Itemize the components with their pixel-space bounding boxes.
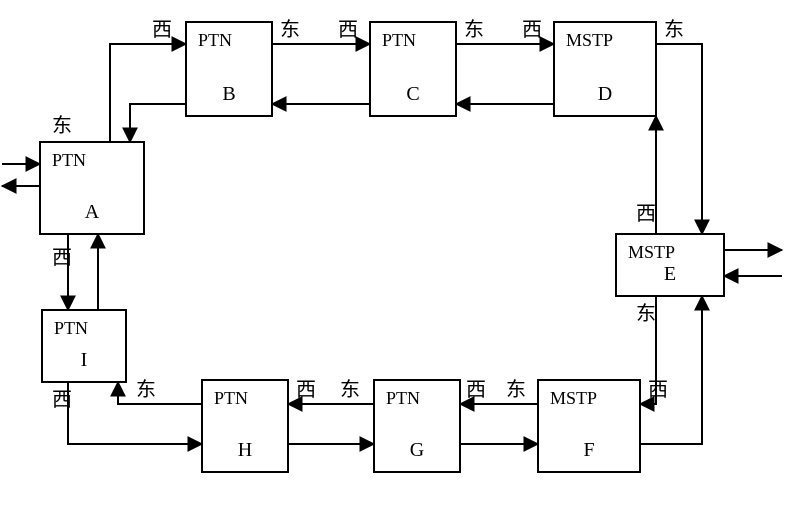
port-label-0: 西 <box>152 19 172 41</box>
port-label-2: 西 <box>338 19 358 41</box>
node-id-B: B <box>222 83 235 105</box>
node-F: MSTP F <box>538 380 640 472</box>
node-type-H: PTN <box>214 388 248 408</box>
node-D: MSTP D <box>554 22 656 116</box>
port-label-7: 西 <box>636 203 656 225</box>
port-label-10: 西 <box>52 389 72 411</box>
network-diagram: PTNAPTNBPTNCMSTPDMSTPEMSTPFPTNGPTNHPTNI … <box>0 0 800 508</box>
port-label-16: 西 <box>648 379 668 401</box>
node-C: PTN C <box>370 22 456 116</box>
port-label-15: 东 <box>506 378 526 401</box>
node-B: PTN B <box>186 22 272 116</box>
edge-H-I <box>118 382 202 404</box>
node-type-E: MSTP <box>628 242 675 262</box>
node-type-B: PTN <box>198 30 232 50</box>
node-type-D: MSTP <box>566 30 613 50</box>
edge-A-B <box>110 44 186 142</box>
node-G: PTN G <box>374 380 460 472</box>
port-label-6: 东 <box>52 114 72 137</box>
port-label-12: 西 <box>296 379 316 401</box>
node-type-C: PTN <box>382 30 416 50</box>
node-A: PTN A <box>40 142 144 234</box>
node-id-E: E <box>664 263 676 285</box>
port-label-13: 东 <box>340 378 360 401</box>
node-type-G: PTN <box>386 388 420 408</box>
port-label-4: 西 <box>522 19 542 41</box>
edge-D-E <box>656 44 702 234</box>
node-id-H: H <box>238 439 252 461</box>
node-type-A: PTN <box>52 150 86 170</box>
edge-I-H <box>68 382 202 444</box>
port-label-9: 东 <box>636 302 656 325</box>
port-label-1: 东 <box>280 18 300 41</box>
port-label-11: 东 <box>136 378 156 401</box>
node-id-F: F <box>583 439 594 461</box>
node-id-I: I <box>81 349 88 371</box>
node-I: PTN I <box>42 310 126 382</box>
port-label-5: 东 <box>664 18 684 41</box>
port-label-3: 东 <box>464 18 484 41</box>
edge-B-A <box>130 104 186 142</box>
port-label-14: 西 <box>466 379 486 401</box>
node-type-F: MSTP <box>550 388 597 408</box>
node-id-G: G <box>410 439 424 461</box>
port-label-8: 西 <box>52 247 72 269</box>
node-E: MSTPE <box>616 234 724 296</box>
node-id-A: A <box>85 201 100 223</box>
node-id-C: C <box>406 83 419 105</box>
node-id-D: D <box>598 83 612 105</box>
node-type-I: PTN <box>54 318 88 338</box>
node-H: PTN H <box>202 380 288 472</box>
